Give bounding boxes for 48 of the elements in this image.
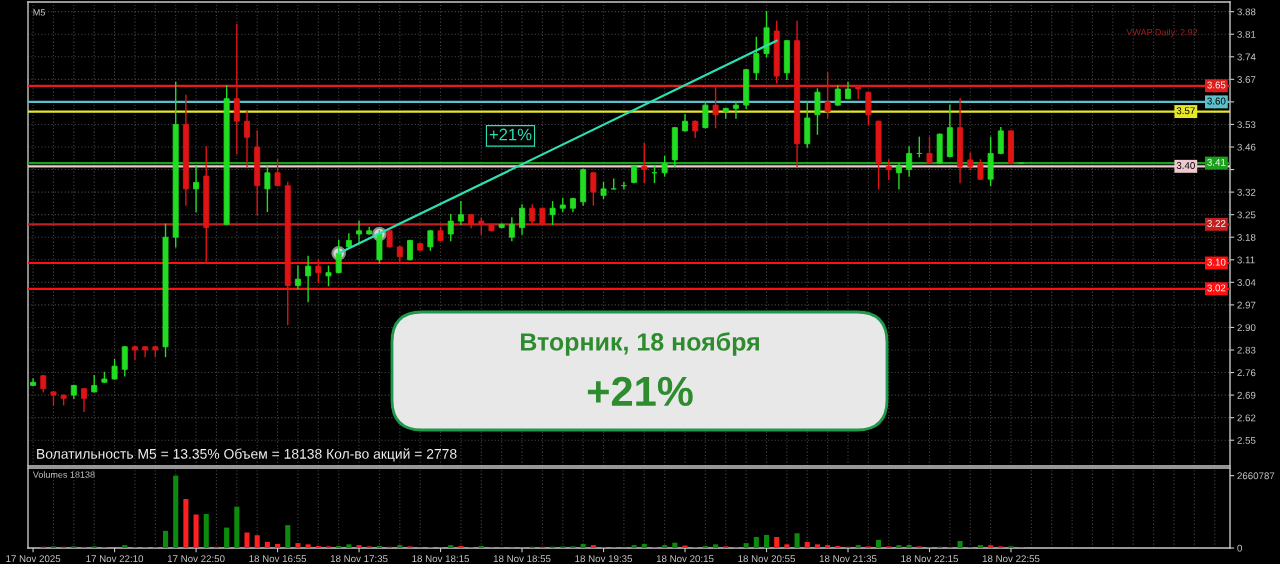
chart-title: Volumes 18138 [32,471,95,478]
y-tick-label: 3.04 [1237,279,1256,286]
y-tick-label: 2.90 [1237,324,1256,332]
x-tick-label: 17 Nov 22:10 [86,555,144,563]
ref-line-label: 3.10 [1207,258,1226,266]
y-tick-label: 3.25 [1237,211,1256,219]
x-tick-label: 18 Nov 18:55 [493,555,551,563]
ref-line-label: 3.60 [1207,97,1226,105]
y-tick-label: 0 [1237,544,1242,552]
y-tick-label: 2.97 [1237,301,1256,309]
ref-line-label: 3.41 [1207,158,1226,166]
ref-line-label: 3.40 [1176,162,1195,169]
series-label: +21% [489,128,532,141]
x-tick-label: 17 Nov 2025 [6,555,61,563]
ref-line-label: 3.57 [1176,107,1195,115]
x-tick-label: 18 Nov 17:35 [330,555,388,563]
ref-line-label: 3.02 [1207,284,1226,292]
y-tick-label: 3.81 [1237,30,1256,38]
y-tick-label: 3.67 [1237,76,1256,83]
y-tick-label: 2.62 [1237,414,1256,422]
x-tick-label: 18 Nov 18:15 [412,555,470,563]
x-tick-label: 18 Nov 20:15 [656,555,714,563]
y-tick-label: 3.88 [1237,8,1256,16]
x-tick-label: 18 Nov 22:15 [901,555,959,563]
x-tick-label: 18 Nov 19:35 [575,555,633,563]
y-tick-label: 3.46 [1237,143,1256,151]
x-tick-label: 18 Nov 21:35 [819,555,877,563]
x-tick-label: 18 Nov 22:55 [982,555,1040,563]
y-tick-label: 2.76 [1237,369,1256,377]
y-tick-label: 3.11 [1237,256,1255,264]
x-tick-label: 18 Nov 16:55 [249,555,307,563]
annotation: Вторник, 18 ноября [521,332,759,356]
y-tick-label: 2.83 [1237,346,1256,354]
annotation: Волатильность M5 = 13.35% Объем = 18138 Кол-во акций = 2778 [37,448,457,462]
y-tick-label: 2660787 [1237,472,1275,480]
y-tick-label: 3.53 [1237,121,1256,129]
ref-line-label: 3.22 [1207,220,1226,227]
y-tick-label: 2.55 [1237,436,1256,444]
y-tick-label: 3.32 [1237,188,1256,196]
ref-line-label: 3.65 [1207,81,1226,89]
x-tick-label: 18 Nov 20:55 [738,555,796,563]
y-tick-label: 3.74 [1237,53,1256,61]
annotation: VWAP Daily: 2.92 [1126,28,1198,38]
y-tick-label: 3.18 [1237,233,1256,241]
y-tick-label: 2.69 [1237,391,1256,399]
x-tick-label: 17 Nov 22:50 [167,555,225,563]
text: M5 [33,9,45,16]
annotation: +21% [587,376,693,407]
